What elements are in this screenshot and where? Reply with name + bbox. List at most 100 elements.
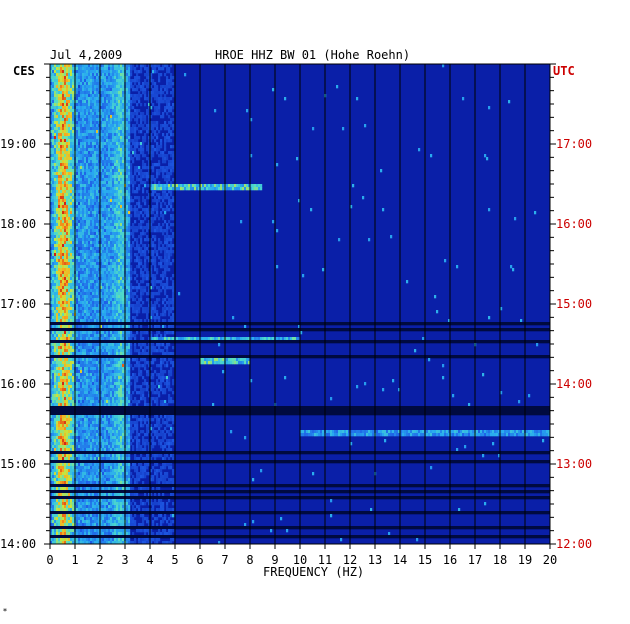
spectrogram-cell [70,76,73,80]
spectrogram-cell [102,91,105,95]
spectrogram-cell [172,103,175,107]
spectrogram-cell [166,166,169,170]
spectrogram-cell [170,223,173,227]
spectrogram-cell [166,280,169,284]
spectrogram-cell [148,136,151,140]
spectrogram-cell [102,175,105,179]
spectrogram-cell [88,271,91,275]
spectrogram-cell [130,259,133,263]
spectrogram-cell [110,160,113,164]
spectrogram-cell [90,76,93,80]
spectrogram-cell [60,256,63,260]
spectrogram-cell [96,184,99,188]
spectrogram-cell [92,76,95,80]
spectrogram-cell [160,142,163,146]
spectrogram-cell [54,160,57,164]
spectrogram-cell [120,181,123,185]
spectrogram-cell [84,148,87,152]
spectrogram-cell [54,271,57,275]
spectrogram-cell [284,337,287,341]
spectrogram-cell [126,76,129,80]
spectrogram-cell [154,121,157,125]
spectrogram-cell [70,166,73,170]
spectrogram-cell [110,139,113,143]
spectrogram-cell [164,157,167,161]
spectrogram-cell [92,124,95,128]
spectrogram-cell [54,115,57,119]
spectrogram-cell [172,313,175,317]
spectrogram-cell [66,151,69,155]
spectrogram-cell [66,106,69,110]
spectrogram-cell [106,142,109,146]
spectrogram-cell [168,85,171,89]
spectrogram-cell [168,244,171,248]
spectrogram-cell [152,166,155,170]
spectrogram-cell [132,241,135,245]
spectrogram-cell [142,250,145,254]
spectrogram-cell [60,121,63,125]
spectrogram-cell [100,247,103,251]
spectrogram-cell [150,268,153,272]
spectrogram-cell [132,106,135,110]
spectrogram-cell [132,130,135,134]
spectrogram-cell [112,226,115,230]
spectrogram-cell [132,112,135,116]
spectrogram-cell [136,103,139,107]
spectrogram-cell [56,166,59,170]
spectrogram-cell [148,271,151,275]
spectrogram-cell [66,145,69,149]
spectrogram-cell [54,178,57,182]
spectrogram-cell [116,136,119,140]
spectrogram-cell [162,310,165,314]
spectrogram-cell [94,109,97,113]
spectrogram-cell [100,154,103,158]
spectrogram-cell [122,64,125,68]
spectrogram-cell [172,301,175,305]
spectrogram-cell [164,97,167,101]
spectrogram-cell [158,97,161,101]
spectrogram-cell [76,232,79,236]
spectrogram-cell [52,154,55,158]
spectrogram-cell [128,127,131,131]
spectrogram-cell [122,319,125,323]
spectrogram-cell [106,79,109,83]
spectrogram-cell [88,154,91,158]
spectrogram-cell [114,136,117,140]
spectrogram-cell [86,253,89,257]
spectrogram-cell [104,217,107,221]
spectrogram-cell [112,208,115,212]
spectrogram-cell [210,184,213,188]
spectrogram-cell [58,256,61,260]
spectrogram-cell [120,187,123,191]
spectrogram-cell [248,184,251,188]
spectrogram-cell [56,106,59,110]
spectrogram-cell [92,118,95,122]
spectrogram-cell [86,163,89,167]
spectrogram-cell [156,109,159,113]
spectrogram-cell [88,142,91,146]
spectrogram-cell [54,241,57,245]
spectrogram-cell [104,310,107,314]
spectrogram-cell [114,178,117,182]
spectrogram-cell [126,115,129,119]
spectrogram-cell [52,313,55,317]
spectrogram-cell [98,76,101,80]
spectrogram-cell [94,343,97,347]
spectrogram-cell [140,85,143,89]
spectrogram-cell [122,181,125,185]
spectrogram-cell [112,151,115,155]
spectrogram-cell [50,76,53,80]
spectrogram-cell [98,70,101,74]
spectrogram-cell [88,241,91,245]
spectrogram-cell [116,274,119,278]
spectrogram-cell [52,103,55,107]
spectrogram-cell [94,229,97,233]
spectrogram-cell [120,214,123,218]
spectrogram-cell [96,115,99,119]
spectrogram-cell [88,193,91,197]
spectrogram-cell [76,286,79,290]
spectrogram-cell [62,109,65,113]
spectrogram-cell [54,175,57,179]
spectrogram-cell [62,193,65,197]
spectrogram-cell [146,298,149,302]
